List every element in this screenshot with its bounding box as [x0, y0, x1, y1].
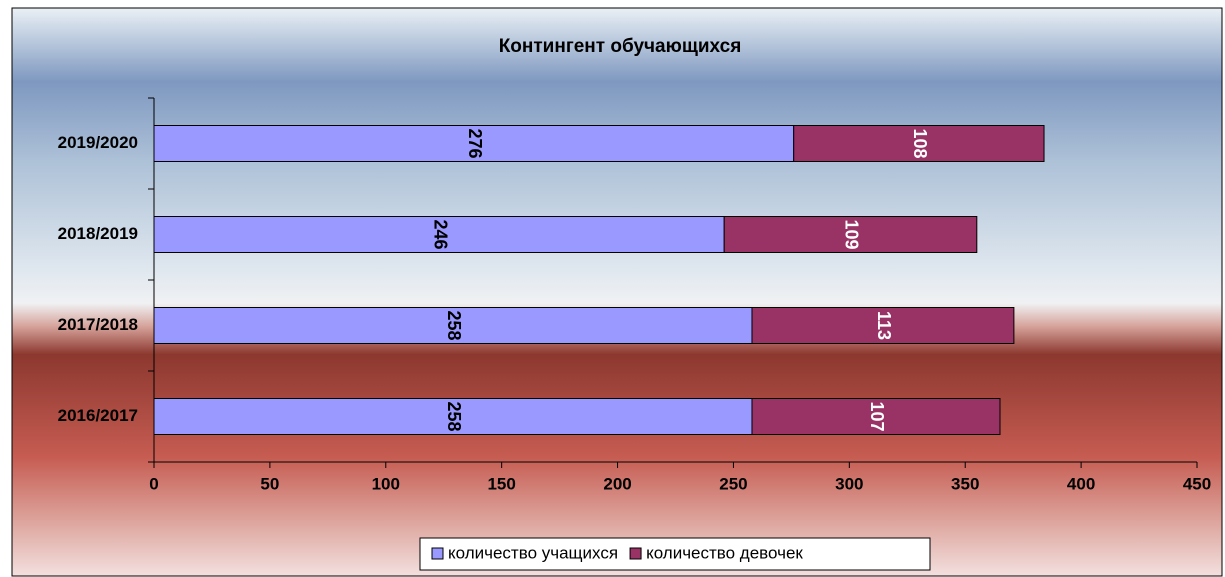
x-tick-label: 150 [487, 474, 515, 493]
bar-segment [723, 216, 978, 253]
legend-box [419, 537, 931, 571]
y-tick-label: 2019/2020 [58, 133, 138, 152]
bar-segment [153, 398, 753, 435]
x-tick-label: 200 [603, 474, 631, 493]
x-tick-label: 400 [1067, 474, 1095, 493]
legend: количество учащихся количество девочек [419, 537, 931, 571]
data-label: 276 [465, 128, 485, 158]
legend-swatch [431, 547, 444, 560]
data-label: 107 [867, 401, 887, 431]
legend-swatch [629, 547, 642, 560]
bar-segment [751, 398, 1001, 435]
legend-label: количество учащихся [448, 543, 618, 562]
bar-segment [153, 216, 725, 253]
x-tick-label: 100 [372, 474, 400, 493]
y-tick-label: 2017/2018 [58, 315, 138, 334]
y-tick-label: 2018/2019 [58, 224, 138, 243]
y-tick-label: 2016/2017 [58, 406, 138, 425]
x-tick-label: 350 [951, 474, 979, 493]
data-label: 258 [444, 310, 464, 340]
x-tick-label: 450 [1183, 474, 1211, 493]
x-tick-label: 250 [719, 474, 747, 493]
data-label: 113 [874, 311, 894, 340]
chart-title: Контингент обучающихся [499, 36, 742, 57]
bar-segment [751, 307, 1015, 344]
x-tick-label: 0 [149, 474, 158, 493]
data-label: 109 [842, 219, 862, 249]
bar-segment [793, 125, 1045, 162]
bar-segment [153, 125, 795, 162]
x-tick-label: 300 [835, 474, 863, 493]
x-tick-label: 50 [260, 474, 279, 493]
data-label: 108 [910, 128, 930, 158]
chart-area [11, 7, 1223, 577]
legend-label: количество девочек [646, 543, 803, 562]
data-label: 246 [430, 219, 450, 249]
data-label: 258 [444, 401, 464, 431]
